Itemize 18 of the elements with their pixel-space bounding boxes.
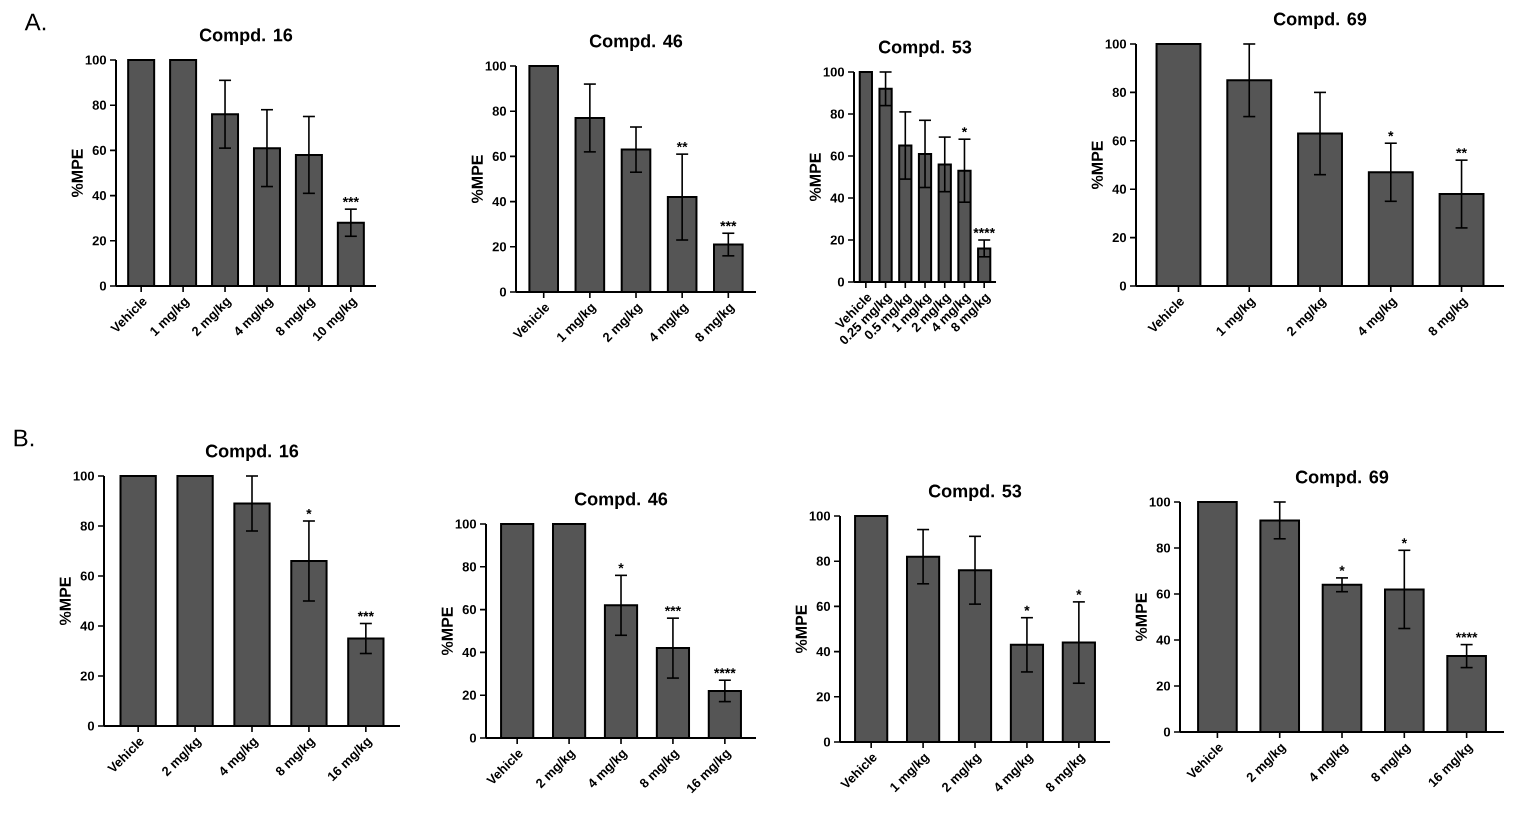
chart-title: Compd. 53 xyxy=(878,40,972,57)
chart-title: Compd. 16 xyxy=(205,444,299,461)
chart-title: Compd. 53 xyxy=(928,484,1022,501)
y-axis-title: %MPE xyxy=(59,577,71,626)
y-axis-title: %MPE xyxy=(809,153,821,202)
text: A. xyxy=(24,13,46,31)
y-axis-title: %MPE xyxy=(471,155,483,204)
chart-title: Compd. 69 xyxy=(1295,470,1389,487)
chart-title: Compd. 16 xyxy=(199,28,293,45)
y-axis-title: %MPE xyxy=(1091,141,1103,190)
chart-title: Compd. 46 xyxy=(589,34,683,51)
text: B. xyxy=(14,429,34,447)
y-axis-title: %MPE xyxy=(795,605,807,654)
chart-title: Compd. 69 xyxy=(1273,12,1367,29)
y-axis-title: %MPE xyxy=(1135,593,1147,642)
y-axis-title: %MPE xyxy=(71,149,83,198)
chart-title: Compd. 46 xyxy=(574,492,668,509)
y-axis-title: %MPE xyxy=(441,607,453,656)
